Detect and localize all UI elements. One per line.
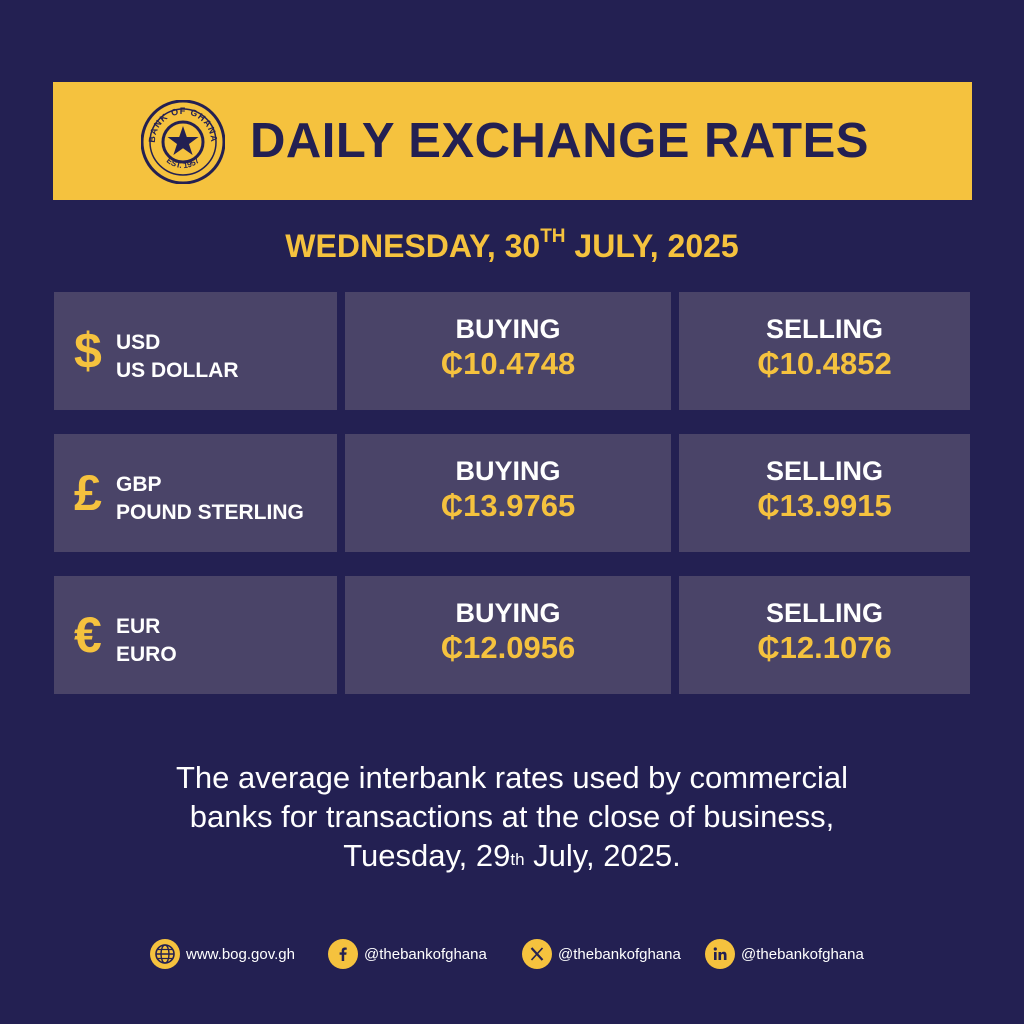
footer-linkedin[interactable]: @thebankofghana (705, 938, 864, 970)
currency-cell-usd: $ USD US DOLLAR (54, 292, 337, 410)
seal-text-bottom: EST. 1957 (165, 156, 202, 170)
linkedin-handle[interactable]: @thebankofghana (741, 945, 864, 963)
selling-cell-gbp: SELLING ₵13.9915 (679, 434, 970, 552)
euro-icon: € (74, 607, 102, 663)
note-date-suffix: July, 2025. (524, 838, 681, 873)
dollar-icon: $ (74, 323, 102, 379)
buying-rate: ₵12.0956 (440, 630, 576, 665)
currency-cell-gbp: £ GBP POUND STERLING (54, 434, 337, 552)
currency-name: US DOLLAR (116, 359, 239, 382)
currency-code: USD (116, 331, 161, 354)
selling-label: SELLING (765, 456, 883, 486)
linkedin-icon (705, 939, 735, 969)
date-prefix: WEDNESDAY, 30 (285, 228, 541, 264)
currency-cell-eur: € EUR EURO (54, 576, 337, 694)
footer-facebook[interactable]: @thebankofghana (328, 938, 487, 970)
note-line-2: banks for transactions at the close of b… (189, 799, 835, 834)
facebook-icon (328, 939, 358, 969)
date-ordinal: TH (540, 226, 566, 247)
selling-label: SELLING (765, 598, 883, 628)
x-handle[interactable]: @thebankofghana (558, 945, 681, 963)
note-date-ordinal: th (510, 850, 525, 869)
currency-name: POUND STERLING (116, 501, 304, 524)
note-date-prefix: Tuesday, 29 (343, 838, 511, 873)
bank-of-ghana-seal: BANK OF GHANA EST. 1957 (141, 100, 225, 184)
footer-website[interactable]: www.bog.gov.gh (150, 938, 295, 970)
buying-label: BUYING (455, 456, 561, 486)
buying-rate: ₵10.4748 (440, 346, 576, 381)
svg-text:EST. 1957: EST. 1957 (165, 156, 202, 170)
selling-rate: ₵10.4852 (757, 346, 892, 381)
currency-code: EUR (116, 615, 161, 638)
buying-label: BUYING (455, 314, 561, 344)
note-line-1: The average interbank rates used by comm… (176, 760, 848, 795)
buying-label: BUYING (455, 598, 561, 628)
x-icon (522, 939, 552, 969)
buying-cell-gbp: BUYING ₵13.9765 (345, 434, 671, 552)
buying-cell-eur: BUYING ₵12.0956 (345, 576, 671, 694)
page-title: DAILY EXCHANGE RATES (250, 114, 869, 168)
footer-x[interactable]: @thebankofghana (522, 938, 681, 970)
globe-icon (150, 939, 180, 969)
selling-label: SELLING (765, 314, 883, 344)
buying-cell-usd: BUYING ₵10.4748 (345, 292, 671, 410)
rate-date: WEDNESDAY, 30TH JULY, 2025 (0, 226, 1024, 265)
facebook-handle[interactable]: @thebankofghana (364, 945, 487, 963)
selling-rate: ₵13.9915 (757, 488, 892, 523)
currency-code: GBP (116, 473, 162, 496)
website-link[interactable]: www.bog.gov.gh (186, 945, 295, 963)
currency-name: EURO (116, 643, 177, 666)
pound-icon: £ (74, 465, 102, 521)
date-suffix: JULY, 2025 (565, 228, 739, 264)
selling-cell-usd: SELLING ₵10.4852 (679, 292, 970, 410)
rates-note: The average interbank rates used by comm… (0, 758, 1024, 875)
buying-rate: ₵13.9765 (440, 488, 576, 523)
note-line-3: Tuesday, 29th July, 2025. (0, 836, 1024, 875)
selling-rate: ₵12.1076 (757, 630, 892, 665)
selling-cell-eur: SELLING ₵12.1076 (679, 576, 970, 694)
